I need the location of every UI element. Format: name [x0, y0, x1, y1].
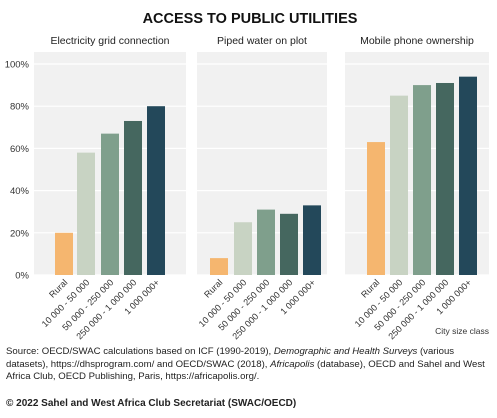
y-tick-label: 60%	[10, 144, 30, 155]
bar	[210, 258, 228, 275]
y-tick-label: 20%	[10, 228, 30, 239]
bar	[459, 76, 477, 275]
panel-title: Electricity grid connection	[50, 35, 169, 47]
source-note: Source: OECD/SWAC calculations based on …	[6, 346, 494, 384]
y-tick-label: 100%	[5, 60, 30, 71]
bar	[124, 120, 142, 275]
bar	[303, 205, 321, 275]
bar	[234, 222, 252, 275]
y-tick-label: 40%	[10, 186, 30, 197]
source-prefix: Source: OECD/SWAC calculations based on …	[6, 346, 274, 357]
source-title-africapolis: Africapolis	[270, 358, 315, 370]
panel-title: Piped water on plot	[217, 35, 307, 47]
bar	[257, 209, 275, 275]
bar	[390, 95, 408, 276]
access-to-utilities-chart: ACCESS TO PUBLIC UTILITIES 0% 20% 40% 60% 80%…	[5, 11, 489, 341]
bar	[55, 232, 73, 275]
source-suffix: (database), OECD and Sahel and West Afri…	[6, 358, 485, 383]
y-tick-label: 0%	[15, 271, 29, 282]
bar	[413, 85, 431, 275]
bar	[280, 213, 298, 275]
x-axis-label: City size class	[435, 326, 489, 336]
bar	[436, 82, 454, 276]
source-mid: (various datasets), https://dhsprogram.c…	[6, 346, 455, 370]
copyright-notice: © 2022 Sahel and West Africa Club Secret…	[6, 398, 297, 409]
bar	[367, 142, 385, 275]
panel-title: Mobile phone ownership	[360, 35, 474, 47]
bar	[101, 133, 119, 275]
bar	[147, 106, 165, 275]
chart-title: ACCESS TO PUBLIC UTILITIES	[143, 11, 358, 27]
source-title-dhs: Demographic and Health Surveys	[273, 346, 418, 357]
y-tick-label: 80%	[10, 102, 30, 113]
bar	[77, 152, 95, 275]
